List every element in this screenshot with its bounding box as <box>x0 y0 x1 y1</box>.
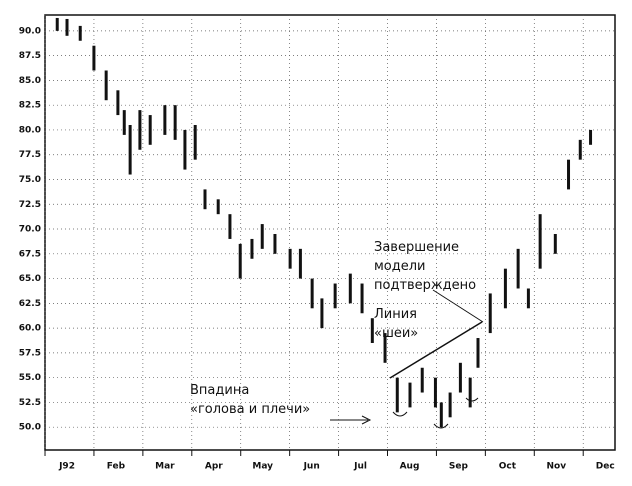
plot-frame <box>44 14 616 451</box>
y-tick-label: 65.0 <box>19 274 41 284</box>
annotation-line: Линия <box>374 307 417 322</box>
annotation-line: «голова и плечи» <box>190 402 310 417</box>
y-tick-label: 55.0 <box>19 373 41 383</box>
x-tick-label: Mar <box>155 462 175 472</box>
x-tick-label: Feb <box>107 462 126 472</box>
x-tick-label: Apr <box>205 462 223 472</box>
x-tick-label: Nov <box>546 462 566 472</box>
annotation: Линия «шеи» <box>374 307 418 341</box>
x-tick-label: Oct <box>499 462 517 472</box>
neckline <box>389 321 483 379</box>
y-tick-label: 82.5 <box>19 101 41 111</box>
y-tick-label: 75.0 <box>19 175 41 185</box>
y-tick-label: 85.0 <box>19 76 41 86</box>
annotation-line: Завершение <box>374 240 459 255</box>
y-tick-label: 87.5 <box>19 51 41 61</box>
y-tick-label: 60.0 <box>19 324 41 334</box>
y-tick-label: 80.0 <box>19 125 41 135</box>
x-tick-label: Sep <box>449 462 469 472</box>
y-tick-label: 67.5 <box>19 249 41 259</box>
annotation-line: модели <box>374 259 426 274</box>
shoulder-mark <box>392 411 408 417</box>
x-tick-label: Dec <box>596 462 615 472</box>
y-tick-label: 52.5 <box>19 398 41 408</box>
arrow-head <box>361 415 372 425</box>
annotation: Завершение модели подтверждено <box>374 240 476 293</box>
y-tick-label: 90.0 <box>19 26 41 36</box>
shoulder-mark <box>465 397 479 402</box>
y-tick-label: 62.5 <box>19 299 41 309</box>
x-tick-label: Aug <box>400 462 420 472</box>
annotation: Впадина «голова и плечи» <box>190 383 310 417</box>
y-tick-label: 70.0 <box>19 225 41 235</box>
annotation-line: «шеи» <box>374 326 418 341</box>
y-tick-label: 57.5 <box>19 348 41 358</box>
pointer <box>432 289 484 323</box>
y-tick-label: 77.5 <box>19 150 41 160</box>
annotation-line: Впадина <box>190 383 249 398</box>
x-tick-label: Jun <box>303 462 320 472</box>
annotation-line: подтверждено <box>374 278 476 293</box>
head-mark <box>433 423 449 429</box>
y-tick-label: 72.5 <box>19 200 41 210</box>
y-tick-label: 50.0 <box>19 423 41 433</box>
x-tick-label: Jul <box>353 462 367 472</box>
x-tick-label: J92 <box>58 462 75 472</box>
x-tick-label: May <box>252 462 273 472</box>
